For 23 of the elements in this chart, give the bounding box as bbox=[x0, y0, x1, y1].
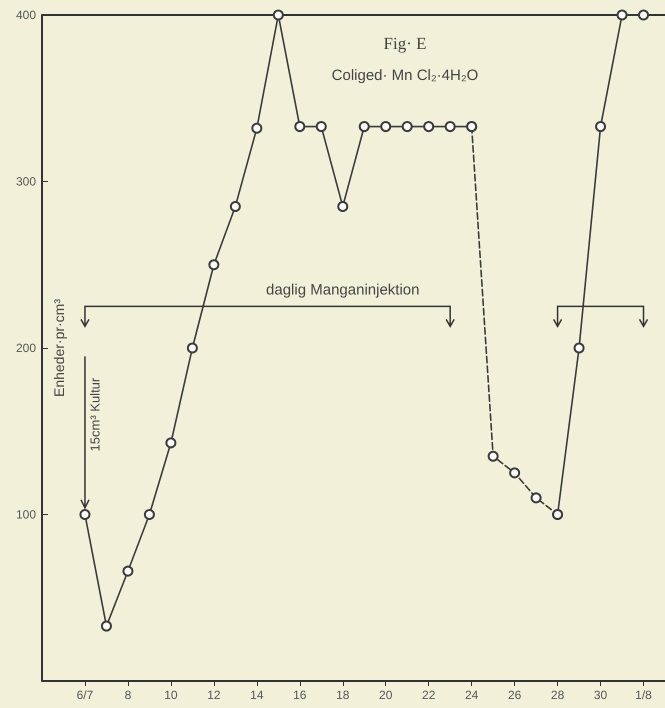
x-tick-label: 6/7 bbox=[76, 688, 94, 702]
x-tick-label: 26 bbox=[508, 688, 522, 702]
x-tick-label: 1/8 bbox=[635, 688, 652, 702]
annotation: daglig Manganinjektion bbox=[266, 282, 420, 299]
x-tick-label: 14 bbox=[250, 688, 264, 702]
x-tick-label: 20 bbox=[379, 688, 393, 702]
text: Coliged· Mn Cl₂·4H₂O bbox=[332, 67, 478, 84]
x-tick-label: 18 bbox=[336, 688, 350, 702]
x-tick-label: 24 bbox=[464, 688, 479, 702]
y-tick-label: 400 bbox=[16, 8, 36, 22]
annotation: 15cm³ Kultur bbox=[87, 377, 102, 452]
x-tick-label: 16 bbox=[293, 688, 307, 702]
x-tick-label: 8 bbox=[124, 688, 132, 702]
y-tick-label: 200 bbox=[16, 341, 36, 355]
y-axis-title: Enheder·pr·cm³ bbox=[51, 298, 67, 398]
y-tick-label: 100 bbox=[16, 508, 36, 522]
text: Fig· E bbox=[384, 34, 426, 53]
x-tick-label: 22 bbox=[422, 688, 436, 702]
x-tick-label: 30 bbox=[594, 688, 608, 702]
y-tick-label: 300 bbox=[16, 174, 36, 188]
x-tick-label: 28 bbox=[550, 688, 565, 702]
x-tick-label: 12 bbox=[207, 688, 221, 702]
x-tick-label: 10 bbox=[164, 688, 178, 702]
